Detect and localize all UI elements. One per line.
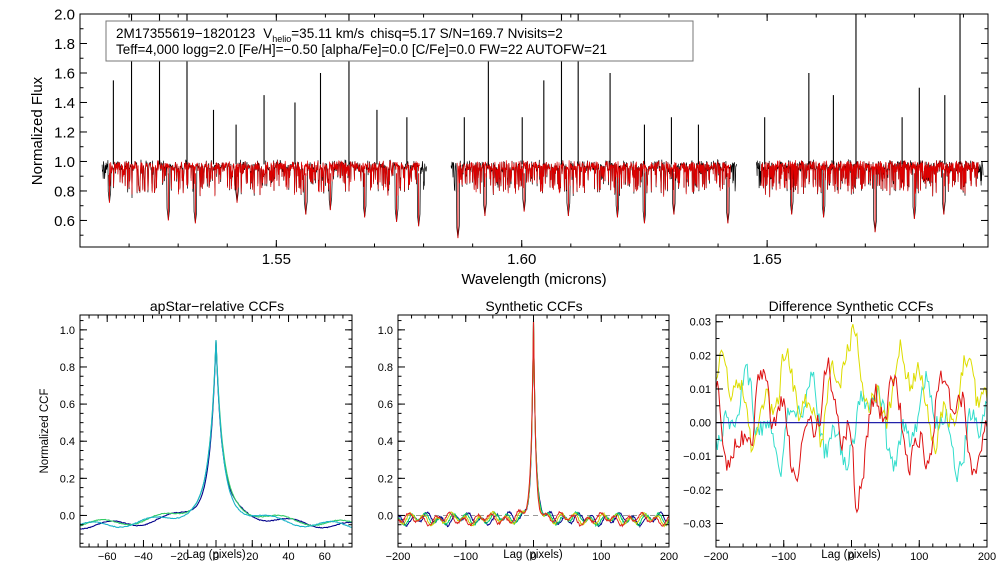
spectrum-xtick-label: 1.55 (262, 251, 291, 268)
difference-ccf-ytick-label: 0.03 (690, 317, 711, 329)
apstar-ccf-xtick-label: −20 (170, 551, 189, 563)
spectrum-ytick-label: 0.8 (54, 183, 75, 200)
difference-ccf-line-visit-2 (716, 324, 987, 455)
apstar-ccf-xlabel: Lag (pixels) (186, 549, 246, 561)
spectrum-model-segment (760, 160, 979, 198)
vhelio-subscript: helio (272, 34, 291, 44)
spectrum-ylabel: Normalized Flux (29, 76, 46, 185)
spectrum-ytick-label: 2.0 (54, 6, 75, 23)
synthetic-ccf-ytick-label: 0.8 (378, 362, 393, 374)
difference-ccf-title: Difference Synthetic CCFs (769, 298, 934, 314)
synthetic-ccf-xtick-label: 100 (592, 551, 610, 563)
difference-ccf-xtick-label: −100 (771, 551, 796, 563)
spectrum-panel: 1.55 1.60 1.65 0.6 0.8 1.0 1.2 1.4 1.6 1.8 2.0 2M1… (29, 6, 989, 288)
apstar-ccf-panel: apStar−relative CCFs −60 −40 −20 0 20 40 60 0.0… (39, 298, 353, 563)
apstar-ccf-ytick-label: 0.8 (60, 362, 75, 374)
apstar-ccf-series-group (79, 340, 353, 530)
apstar-ccf-title: apStar−relative CCFs (150, 298, 284, 314)
apstar-ccf-ylabel: Normalized CCF (39, 389, 51, 474)
spectrum-ytick-label: 1.2 (54, 124, 75, 141)
difference-ccf-xtick-label: 100 (910, 551, 928, 563)
spectrum-ticks: 1.55 1.60 1.65 0.6 0.8 1.0 1.2 1.4 1.6 1.8 2.0 (54, 6, 988, 268)
apstar-ccf-xtick-label: 60 (319, 551, 331, 563)
apstar-ccf-xtick-label: −40 (134, 551, 153, 563)
apstar-ccf-xtick-label: −60 (98, 551, 117, 563)
apstar-ccf-ytick-label: 0.2 (60, 473, 75, 485)
apstar-ccf-xtick-label: 40 (282, 551, 294, 563)
spectrum-annotation-line2: Teff=4,000 logg=2.0 [Fe/H]=−0.50 [alpha/… (116, 42, 607, 57)
difference-ccf-frame (715, 314, 988, 548)
apstar-ccf-xtick-label: 0 (213, 551, 219, 563)
difference-ccf-line-visit-3 (716, 357, 987, 514)
difference-ccf-series-group (716, 324, 987, 514)
apstar-ccf-ytick-label: 0.6 (60, 399, 75, 411)
synthetic-ccf-xtick-label: −200 (386, 551, 411, 563)
apstar-ccf-ytick-label: 0.0 (60, 510, 75, 522)
difference-ccf-ytick-label: −0.02 (683, 485, 711, 497)
apstar-ccf-line-visit-2 (79, 340, 353, 529)
spectrum-plot-frame (79, 13, 989, 248)
synthetic-ccf-title: Synthetic CCFs (485, 298, 582, 314)
difference-ccf-ytick-label: 0.01 (690, 384, 711, 396)
synthetic-ccf-line-visit-3 (397, 319, 670, 528)
spectrum-annotation-line1: 2M17355619−1820123 Vhelio=35.11 km/s chisq… (116, 26, 563, 44)
vhelio-label: V (263, 26, 272, 41)
difference-ccf-xtick-label: −200 (704, 551, 729, 563)
difference-ccf-ytick-label: −0.01 (683, 451, 711, 463)
apstar-ccf-line-visit-1 (79, 340, 353, 527)
synthetic-ccf-series-group (397, 319, 670, 528)
spectrum-annotation-box (105, 20, 694, 62)
spectrum-ytick-label: 0.6 (54, 213, 75, 230)
apstar-ccf-ytick-label: 0.4 (60, 436, 75, 448)
spectrum-xtick-label: 1.65 (753, 251, 782, 268)
synthetic-ccf-xlabel: Lag (pixels) (503, 549, 563, 561)
spectrum-xlabel: Wavelength (microns) (461, 271, 606, 288)
difference-ccf-panel: Difference Synthetic CCFs −200 −100 0 100 20… (683, 298, 996, 563)
synthetic-ccf-ytick-label: 0.2 (378, 473, 393, 485)
apstar-ccf-xtick-label: 20 (246, 551, 258, 563)
spectrum-model-segment (108, 159, 420, 197)
spectrum-model-segment (456, 160, 732, 197)
spectrum-xtick-label: 1.60 (507, 251, 536, 268)
synthetic-ccf-ytick-label: 0.0 (378, 510, 393, 522)
difference-ccf-xtick-label: 200 (978, 551, 996, 563)
difference-ccf-ticks: −200 −100 0 100 200 −0.03 −0.02 −0.01 0.00 0.01 0.… (683, 315, 996, 563)
synthetic-ccf-xtick-label: 0 (530, 551, 536, 563)
synthetic-ccf-ytick-label: 1.0 (378, 325, 393, 337)
spectrum-ytick-label: 1.6 (54, 65, 75, 82)
apstar-ccf-ticks: −60 −40 −20 0 20 40 60 0.0 0.2 0.4 0.6 0.8 1.0 (60, 315, 353, 563)
synthetic-ccf-ticks: −200 −100 0 100 200 0.0 0.2 0.4 0.6 0.8 1.0 (378, 315, 678, 563)
apstar-ccf-ytick-label: 1.0 (60, 325, 75, 337)
spectrum-ytick-label: 1.8 (54, 36, 75, 53)
apstar-ccf-line-combined (79, 341, 353, 530)
synthetic-ccf-xtick-label: 200 (660, 551, 678, 563)
vhelio-value: =35.11 km/s (291, 26, 364, 41)
difference-ccf-line-visit-1 (716, 363, 987, 483)
difference-ccf-ytick-label: 0.02 (690, 350, 711, 362)
star-id: 2M17355619−1820123 (116, 26, 255, 41)
difference-ccf-ytick-label: −0.03 (683, 518, 711, 530)
spectrum-stats: chisq=5.17 S/N=169.7 Nvisits=2 (370, 26, 563, 41)
synthetic-ccf-xtick-label: −100 (453, 551, 478, 563)
spectrum-ytick-label: 1.0 (54, 154, 75, 171)
difference-ccf-ytick-label: 0.00 (690, 418, 711, 430)
synthetic-ccf-panel: Synthetic CCFs −200 −100 0 100 200 0.0 0.2 0.4 0… (378, 298, 678, 563)
difference-ccf-xlabel: Lag (pixels) (821, 549, 881, 561)
synthetic-ccf-ytick-label: 0.4 (378, 436, 393, 448)
difference-ccf-xtick-label: 0 (848, 551, 854, 563)
synthetic-ccf-ytick-label: 0.6 (378, 399, 393, 411)
spectrum-ytick-label: 1.4 (54, 95, 75, 112)
